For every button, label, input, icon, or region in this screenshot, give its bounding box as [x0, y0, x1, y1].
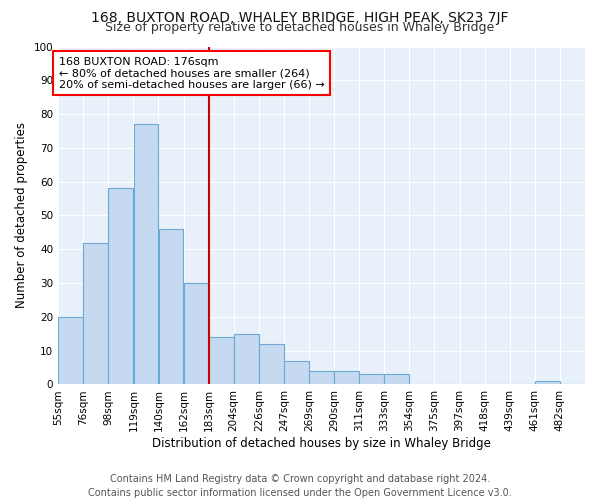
X-axis label: Distribution of detached houses by size in Whaley Bridge: Distribution of detached houses by size … [152, 437, 491, 450]
Bar [58, 317, 83, 384]
Bar [535, 381, 560, 384]
Bar [158, 229, 184, 384]
Bar [334, 371, 359, 384]
Bar [309, 371, 334, 384]
Bar [234, 334, 259, 384]
Bar [184, 283, 208, 384]
Bar [259, 344, 284, 385]
Bar [385, 374, 409, 384]
Bar [209, 337, 233, 384]
Bar [359, 374, 384, 384]
Bar [284, 361, 309, 384]
Bar [83, 242, 108, 384]
Text: 168, BUXTON ROAD, WHALEY BRIDGE, HIGH PEAK, SK23 7JF: 168, BUXTON ROAD, WHALEY BRIDGE, HIGH PE… [91, 11, 509, 25]
Bar [134, 124, 158, 384]
Text: 168 BUXTON ROAD: 176sqm
← 80% of detached houses are smaller (264)
20% of semi-d: 168 BUXTON ROAD: 176sqm ← 80% of detache… [59, 56, 325, 90]
Text: Contains HM Land Registry data © Crown copyright and database right 2024.
Contai: Contains HM Land Registry data © Crown c… [88, 474, 512, 498]
Bar [109, 188, 133, 384]
Y-axis label: Number of detached properties: Number of detached properties [15, 122, 28, 308]
Text: Size of property relative to detached houses in Whaley Bridge: Size of property relative to detached ho… [106, 21, 494, 34]
